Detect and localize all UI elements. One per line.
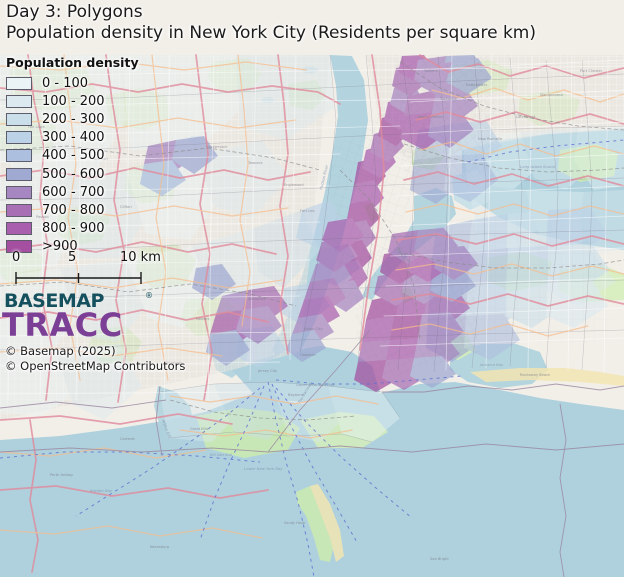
- svg-text:Great Kills: Great Kills: [190, 427, 208, 431]
- svg-text:Tuckahoe: Tuckahoe: [439, 97, 458, 101]
- svg-text:Kill Van Kull: Kill Van Kull: [210, 452, 233, 457]
- legend-item-label: 700 - 800: [42, 202, 105, 218]
- svg-text:Mount Vernon: Mount Vernon: [418, 115, 443, 119]
- legend-item-label: 100 - 200: [42, 93, 105, 109]
- legend-rows: 0 - 100 100 - 200 200 - 300 300 - 400 400 - …: [0, 74, 170, 256]
- svg-text:Union City: Union City: [304, 327, 323, 331]
- legend-item[interactable]: >900: [0, 238, 170, 256]
- legend-item-label: 0 - 100: [42, 75, 89, 91]
- map-rail-layer: [0, 61, 624, 421]
- svg-text:Paterson: Paterson: [92, 157, 108, 161]
- svg-text:Fort Lee: Fort Lee: [300, 209, 315, 213]
- svg-text:Newark: Newark: [196, 317, 211, 321]
- legend-item[interactable]: 400 - 500: [0, 147, 170, 165]
- legend-item-label: 300 - 400: [42, 130, 105, 146]
- svg-text:Jersey City: Jersey City: [257, 369, 278, 373]
- svg-text:Hoboken: Hoboken: [300, 353, 316, 357]
- svg-text:Sea Bright: Sea Bright: [430, 557, 449, 561]
- svg-text:Clifton: Clifton: [120, 205, 132, 209]
- logo-svg: BASEMAP ® TRACC: [2, 290, 153, 342]
- scale-bar-graphic: [15, 272, 142, 284]
- svg-text:Port Chester: Port Chester: [580, 69, 603, 73]
- scale-tick-label-10: 10 km: [120, 250, 161, 265]
- logo-basemap-wordmark: BASEMAP ®: [4, 290, 153, 312]
- legend-swatch: [6, 131, 32, 145]
- legend-item-label: 400 - 500: [42, 148, 105, 164]
- legend: Population density 0 - 100 100 - 200 200 -…: [0, 55, 170, 256]
- svg-text:Sandy Hook: Sandy Hook: [284, 521, 306, 525]
- svg-text:Keansburg: Keansburg: [150, 545, 169, 549]
- attribution-line-2: © OpenStreetMap Contributors: [5, 359, 186, 373]
- legend-swatch: [6, 149, 32, 163]
- svg-text:Teaneck: Teaneck: [247, 161, 263, 165]
- svg-text:Passaic: Passaic: [36, 215, 49, 219]
- legend-item-label: >900: [42, 239, 78, 255]
- scale-bar: 0 5 10 km: [0, 250, 175, 284]
- svg-text:Raritan Bay: Raritan Bay: [90, 488, 113, 493]
- svg-text:Rockaway Beach: Rockaway Beach: [520, 373, 550, 377]
- svg-text:Arthur Kill: Arthur Kill: [161, 418, 173, 439]
- svg-text:Perth Amboy: Perth Amboy: [50, 473, 74, 477]
- attribution: © Basemap (2025) © OpenStreetMap Contrib…: [5, 344, 185, 374]
- svg-text:Jamaica Bay: Jamaica Bay: [479, 362, 504, 367]
- map-admin-boundaries: [0, 329, 624, 577]
- legend-item[interactable]: 100 - 200: [0, 92, 170, 110]
- legend-item[interactable]: 500 - 600: [0, 165, 170, 183]
- legend-item[interactable]: 300 - 400: [0, 129, 170, 147]
- legend-item-label: 500 - 600: [42, 166, 105, 182]
- svg-text:Larchmont: Larchmont: [516, 115, 536, 119]
- legend-item-label: 200 - 300: [42, 111, 105, 127]
- svg-text:Hackensack: Hackensack: [206, 145, 228, 149]
- logo-basemap-text: BASEMAP: [4, 290, 104, 312]
- legend-item[interactable]: 600 - 700: [0, 183, 170, 201]
- title-line-2: Population density in New York City (Res…: [6, 23, 536, 43]
- legend-swatch: [6, 112, 32, 126]
- svg-text:Hudson River: Hudson River: [318, 164, 329, 190]
- scale-bar-labels: 0 5 10 km: [0, 250, 175, 266]
- legend-item-label: 800 - 900: [42, 221, 105, 237]
- legend-swatch: [6, 167, 32, 181]
- legend-swatch: [6, 94, 32, 108]
- svg-text:Lower New York Bay: Lower New York Bay: [244, 466, 283, 471]
- svg-text:Upper New York Bay: Upper New York Bay: [296, 382, 335, 387]
- title-line-1: Day 3: Polygons: [6, 2, 143, 22]
- svg-text:Yonkers: Yonkers: [424, 69, 438, 73]
- map-roads-layer: [0, 54, 624, 573]
- legend-title: Population density: [6, 55, 139, 70]
- svg-text:Bayonne: Bayonne: [288, 393, 305, 397]
- legend-swatch: [6, 185, 32, 199]
- tract-boundaries: [0, 54, 624, 443]
- svg-text:Fair Lawn: Fair Lawn: [28, 125, 45, 129]
- svg-text:Elizabeth: Elizabeth: [166, 361, 183, 365]
- legend-item[interactable]: 800 - 900: [0, 220, 170, 238]
- map-place-labels: Fair Lawn Paterson Clifton Passaic Hacke…: [28, 69, 603, 561]
- basemap-tracc-logo: BASEMAP ® TRACC: [2, 288, 162, 342]
- legend-swatch: [6, 222, 32, 236]
- svg-text:Carteret: Carteret: [120, 437, 135, 441]
- svg-text:Mamaroneck: Mamaroneck: [540, 93, 564, 97]
- svg-text:Long Island Sound: Long Island Sound: [520, 164, 556, 169]
- logo-tracc-text: TRACC: [2, 306, 123, 342]
- attribution-line-1: © Basemap (2025): [5, 344, 116, 358]
- page-title: Day 3: Polygons Population density in Ne…: [6, 2, 536, 44]
- legend-item[interactable]: 700 - 800: [0, 201, 170, 219]
- logo-registered-mark: ®: [145, 291, 153, 300]
- legend-swatch: [6, 240, 32, 254]
- map-ferry-routes: [0, 139, 624, 577]
- legend-swatch: [6, 203, 32, 217]
- scale-tick-label-5: 5: [68, 250, 77, 265]
- svg-text:Englewood: Englewood: [284, 183, 304, 187]
- legend-item[interactable]: 0 - 100: [0, 74, 170, 92]
- svg-text:New Rochelle: New Rochelle: [478, 137, 503, 141]
- legend-item-label: 600 - 700: [42, 184, 105, 200]
- scale-tick-label-0: 0: [12, 250, 21, 265]
- svg-text:Eastchester: Eastchester: [466, 83, 488, 87]
- legend-swatch: [6, 76, 32, 90]
- legend-item[interactable]: 200 - 300: [0, 110, 170, 128]
- svg-text:Secaucus: Secaucus: [248, 297, 265, 301]
